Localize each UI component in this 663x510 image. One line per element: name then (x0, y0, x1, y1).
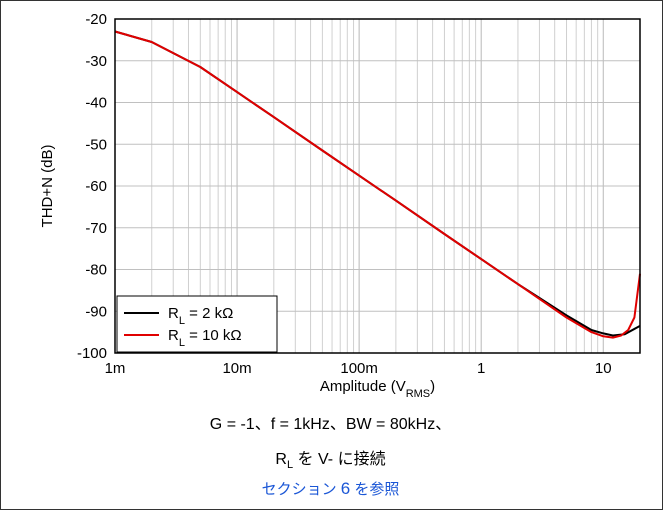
x-axis-label: Amplitude (VRMS) (320, 378, 435, 400)
x-tick-label: 10m (222, 360, 251, 377)
legend-label-rl-2k: RL = 2 kΩ (168, 305, 233, 327)
series-line-rl-10k (114, 30, 641, 339)
thd-n-vs-amplitude-chart: -20-30-40-50-60-70-80-90-100 1m 10m 100m 1 1… (39, 11, 641, 400)
y-axis-label: THD+N (dB) (39, 145, 56, 228)
y-tick-label: -60 (85, 178, 107, 195)
y-tick-label: -80 (85, 262, 107, 279)
legend-label-rl-10k: RL = 10 kΩ (168, 327, 242, 349)
y-tick-label: -70 (85, 220, 107, 237)
y-tick-label: -30 (85, 53, 107, 70)
series-lines (114, 30, 641, 339)
x-tick-label: 10 (595, 360, 612, 377)
y-tick-label: -90 (85, 303, 107, 320)
caption-conditions: G = -1、f = 1kHz、BW = 80kHz、 (209, 416, 452, 433)
caption-section-reference: セクション 6 を参照 (0, 478, 661, 499)
x-axis-ticks: 1m 10m 100m 1 10 (105, 360, 612, 377)
y-tick-label: -20 (85, 11, 107, 28)
y-tick-label: -100 (77, 345, 107, 362)
x-tick-label: 1 (477, 360, 485, 377)
plot-border (114, 18, 641, 354)
x-tick-label: 100m (340, 360, 378, 377)
x-tick-label: 1m (105, 360, 126, 377)
section-link[interactable]: セクション 6 を参照 (261, 479, 400, 498)
y-axis-ticks: -20 -30 -40 -50 -60 -70 -80 -90 -100 (77, 11, 107, 362)
y-tick-label: -50 (85, 136, 107, 153)
caption-load-connection: RL を V- に接続 (275, 451, 386, 472)
legend: RL = 2 kΩ RL = 10 kΩ (116, 295, 278, 353)
y-tick-label: -40 (85, 95, 107, 112)
